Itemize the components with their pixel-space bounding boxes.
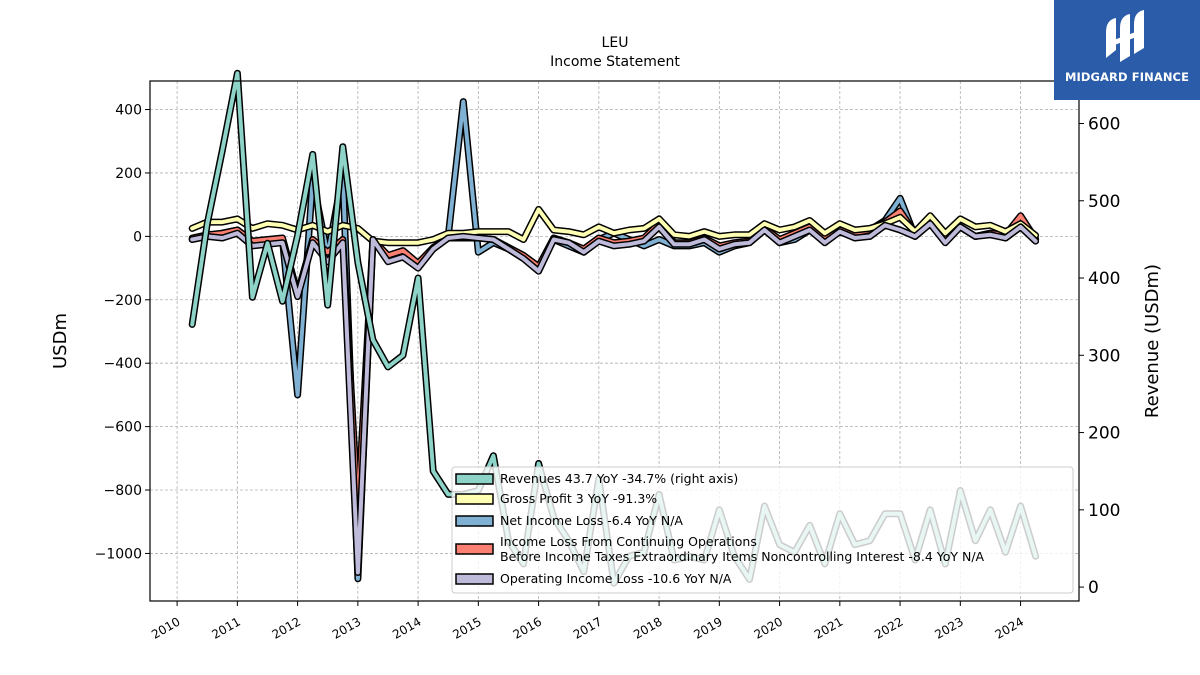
y-axis-right: 600 500 400 300 200 100 0 bbox=[1079, 114, 1120, 598]
legend-swatch bbox=[455, 473, 494, 485]
legend-swatch bbox=[455, 515, 494, 527]
y-left-tick-label: −600 bbox=[104, 420, 142, 436]
plot-frame bbox=[149, 80, 1080, 602]
x-tick-label: 2022 bbox=[872, 614, 905, 641]
x-tick-label: 2012 bbox=[270, 614, 303, 641]
x-tick-label: 2013 bbox=[330, 614, 363, 641]
y-left-tick-label: 0 bbox=[133, 229, 142, 245]
legend-label: Revenues 43.7 YoY -34.7% (right axis) bbox=[500, 471, 738, 486]
x-tick-label: 2023 bbox=[932, 614, 965, 641]
y-right-tick-label: 300 bbox=[1088, 346, 1120, 366]
x-tick-label: 2011 bbox=[209, 614, 242, 641]
y-left-tick-label: −800 bbox=[104, 483, 142, 499]
legend-label: Income Loss From Continuing Operations Be… bbox=[500, 534, 985, 564]
logo-icon bbox=[1106, 10, 1144, 62]
legend-swatch bbox=[455, 573, 494, 585]
y-right-tick-label: 100 bbox=[1088, 501, 1120, 521]
y-axis-right-label: Revenue (USDm) bbox=[1142, 264, 1163, 418]
y-axis-left-label: USDm bbox=[50, 313, 71, 369]
legend-box bbox=[451, 466, 1074, 594]
x-tick-label: 2021 bbox=[812, 614, 845, 641]
chart-subtitle: Income Statement bbox=[550, 54, 680, 70]
x-tick-label: 2010 bbox=[149, 614, 182, 641]
chart-legend: Revenues 43.7 YoY -34.7% (right axis) Gro… bbox=[451, 466, 1074, 594]
legend-label: Gross Profit 3 YoY -91.3% bbox=[500, 491, 657, 506]
y-left-tick-label: 200 bbox=[115, 166, 142, 182]
x-tick-label: 2016 bbox=[511, 614, 544, 641]
grid-lines bbox=[150, 81, 1079, 601]
y-left-tick-label: 400 bbox=[115, 103, 142, 119]
y-right-tick-label: 0 bbox=[1088, 578, 1099, 598]
y-left-tick-label: −200 bbox=[104, 293, 142, 309]
series-layer bbox=[188, 69, 1040, 587]
x-tick-label: 2014 bbox=[390, 614, 423, 641]
x-tick-label: 2015 bbox=[450, 614, 483, 641]
x-tick-label: 2024 bbox=[993, 614, 1026, 641]
chart-title: LEU bbox=[602, 35, 629, 51]
logo-text: MIDGARD FINANCE bbox=[1064, 70, 1190, 84]
legend-label: Operating Income Loss -10.6 YoY N/A bbox=[500, 571, 732, 586]
legend-swatch bbox=[455, 493, 494, 505]
x-tick-label: 2018 bbox=[631, 614, 664, 641]
y-axis-left: 400 200 0 −200 −400 −600 −800 −1000 bbox=[95, 103, 150, 562]
x-tick-label: 2019 bbox=[691, 614, 724, 641]
x-tick-label: 2020 bbox=[752, 614, 785, 641]
midgard-finance-logo: MIDGARD FINANCE bbox=[1054, 0, 1200, 100]
y-right-tick-label: 400 bbox=[1088, 269, 1120, 289]
legend-swatch bbox=[455, 543, 494, 555]
y-left-tick-label: −1000 bbox=[95, 546, 142, 562]
legend-label: Net Income Loss -6.4 YoY N/A bbox=[500, 513, 683, 528]
y-right-tick-label: 200 bbox=[1088, 424, 1120, 444]
x-axis: 2010 2011 2012 2013 2014 2015 2016 2017 2018 2019… bbox=[149, 601, 1026, 642]
x-tick-label: 2017 bbox=[571, 614, 604, 641]
y-left-tick-label: −400 bbox=[104, 356, 142, 372]
y-right-tick-label: 600 bbox=[1088, 114, 1120, 134]
y-right-tick-label: 500 bbox=[1088, 192, 1120, 212]
